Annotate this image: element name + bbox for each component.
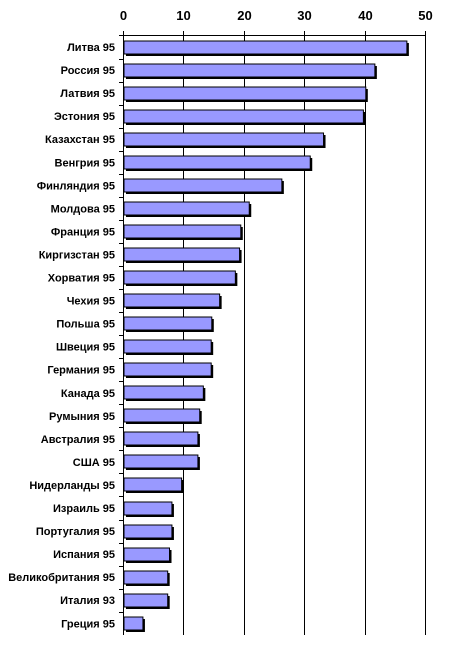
category-label: Португалия 95: [36, 526, 115, 538]
bar: [123, 109, 364, 124]
category-label: Канада 95: [61, 388, 115, 400]
x-tick-label: 20: [237, 8, 251, 23]
category-label: Австралия 95: [41, 434, 115, 446]
bar: [123, 178, 283, 193]
bar: [123, 63, 376, 78]
category-label: Чехия 95: [67, 296, 115, 308]
category-label: Германия 95: [47, 365, 115, 377]
bars: [123, 40, 409, 632]
category-label: Польша 95: [56, 319, 115, 331]
bar: [123, 524, 173, 539]
x-tick-label: 10: [176, 8, 190, 23]
bar: [123, 547, 171, 562]
category-label: Казахстан 95: [45, 134, 115, 146]
x-tick-label: 50: [418, 8, 432, 23]
bar: [123, 247, 241, 262]
bar: [123, 593, 169, 608]
bar: [123, 616, 144, 631]
bar: [123, 86, 367, 101]
category-label: Великобритания 95: [8, 572, 115, 584]
category-label: Греция 95: [61, 618, 115, 630]
x-tick-labels: 0 10 20 30 40 50: [120, 8, 433, 23]
category-label: США 95: [73, 457, 115, 469]
bar: [123, 293, 221, 308]
bar: [123, 339, 212, 354]
category-label: Эстония 95: [54, 111, 115, 123]
category-label: Киргизстан 95: [39, 249, 115, 261]
bar: [123, 316, 213, 331]
bar: [123, 270, 236, 285]
category-label: Франция 95: [51, 226, 115, 238]
category-label: Россия 95: [61, 65, 115, 77]
bar: [123, 454, 199, 469]
x-tick-label: 30: [297, 8, 311, 23]
bar: [123, 501, 173, 516]
category-label: Молдова 95: [51, 203, 115, 215]
category-label: Латвия 95: [60, 88, 115, 100]
category-label: Финляндия 95: [37, 180, 115, 192]
x-tick-label: 40: [358, 8, 372, 23]
category-label: Нидерланды 95: [29, 480, 115, 492]
axes: [119, 31, 426, 635]
bar: [123, 408, 201, 423]
x-tick-label: 0: [120, 8, 127, 23]
bar: [123, 40, 408, 55]
category-label: Хорватия 95: [48, 273, 115, 285]
bar: [123, 362, 212, 377]
category-label: Литва 95: [67, 42, 115, 54]
bar: [123, 431, 199, 446]
bar: [123, 201, 250, 216]
category-label: Испания 95: [53, 549, 115, 561]
category-label: Румыния 95: [49, 411, 115, 423]
category-label: Израиль 95: [53, 503, 115, 515]
category-label: Швеция 95: [56, 342, 115, 354]
category-label: Венгрия 95: [55, 157, 115, 169]
category-label: Италия 93: [60, 595, 115, 607]
bar: [123, 132, 325, 147]
bar: [123, 155, 311, 170]
bar: [123, 224, 242, 239]
category-labels: Литва 95 Россия 95 Латвия 95 Эстония 95 Каза…: [8, 42, 115, 630]
bar: [123, 385, 204, 400]
bar: [123, 570, 169, 585]
bar: [123, 477, 183, 492]
